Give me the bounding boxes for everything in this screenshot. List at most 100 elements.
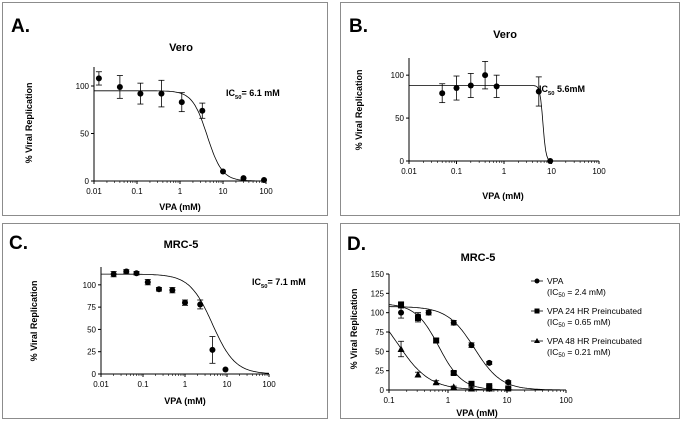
data-point	[433, 337, 440, 344]
data-point	[468, 342, 475, 349]
x-tick-label: 0.1	[383, 396, 395, 405]
y-tick-label: 50	[395, 114, 404, 123]
data-point	[432, 378, 440, 386]
legend-entry-ic50: (IC50 = 0.65 mM)	[547, 317, 611, 329]
panel-a: A. Vero 0.01 0.1 1 10 100 0 50 100 VPA (mM) % Viral…	[2, 2, 328, 216]
data-point	[505, 379, 512, 386]
data-point	[468, 380, 475, 387]
data-point	[158, 90, 165, 97]
y-tick-label: 0	[400, 157, 405, 166]
x-tick-label: 0.01	[86, 187, 102, 196]
y-tick-label: 25	[375, 367, 384, 376]
chart-a: A. Vero 0.01 0.1 1 10 100 0 50 100 VPA (mM) % Viral…	[11, 16, 280, 212]
data-point	[155, 286, 162, 293]
data-point	[197, 301, 204, 308]
y-tick-label: 100	[371, 309, 385, 318]
data-point	[240, 175, 247, 182]
chart-title: Vero	[169, 42, 193, 54]
x-tick-label: 100	[262, 380, 276, 389]
data-point	[439, 90, 446, 97]
legend-entry: VPA	[547, 276, 564, 286]
fit-curve	[389, 306, 566, 391]
x-axis-label: VPA (mM)	[456, 408, 498, 418]
x-tick-label: 1	[446, 396, 451, 405]
data-point	[169, 287, 176, 294]
chart-c-group: C. MRC-5 0.01 0.1 1 10 100 0 25 50 75 100 VPA (mM) % …	[9, 233, 306, 406]
x-axis-label: VPA (mM)	[164, 396, 206, 406]
x-tick-label: 1	[502, 167, 507, 176]
y-tick-label: 50	[375, 347, 384, 356]
ic50-annotation: IC50 5.6mM	[539, 84, 585, 97]
legend-entry: VPA 48 HR Preincubated	[547, 336, 642, 346]
y-tick-label: 100	[83, 281, 97, 290]
x-tick-label: 1	[178, 187, 183, 196]
chart-a-group: A. Vero 0.01 0.1 1 10 100 0 50 100 VPA (mM) % Viral…	[11, 16, 280, 212]
y-tick-label: 150	[371, 270, 385, 279]
chart-b: B. Vero 0.01 0.1 1 10 100 0 50 100 VPA (mM) % Viral…	[349, 16, 606, 201]
data-point	[144, 279, 151, 286]
x-tick-label: 100	[592, 167, 606, 176]
fit-curve	[409, 85, 599, 162]
y-tick-label: 50	[87, 325, 96, 334]
fit-curve	[101, 273, 270, 374]
data-point	[178, 99, 185, 106]
data-point	[95, 75, 102, 82]
panel-c: C. MRC-5 0.01 0.1 1 10 100 0 25 50 75 100 VPA (mM) % …	[2, 223, 328, 419]
chart-d-group: D. MRC-5 0.1 1 10 100 0 25 50 75 100 125 150 VPA (mM)…	[347, 234, 642, 418]
data-point	[123, 268, 130, 275]
data-point	[425, 309, 432, 316]
y-tick-label: 0	[92, 370, 97, 379]
x-axis-label: VPA (mM)	[159, 202, 201, 212]
data-point	[485, 384, 493, 392]
data-point	[398, 309, 405, 316]
legend-entry-ic50: (IC50 = 2.4 mM)	[547, 287, 606, 299]
chart-title: MRC-5	[461, 252, 496, 264]
data-point	[493, 83, 500, 90]
data-point	[199, 107, 206, 114]
y-tick-label: 75	[87, 303, 96, 312]
ic50-annotation: IC50= 7.1 mM	[252, 277, 306, 290]
chart-c: C. MRC-5 0.01 0.1 1 10 100 0 25 50 75 100 VPA (mM) % …	[9, 233, 306, 406]
data-point	[486, 359, 493, 366]
x-tick-label: 0.01	[93, 380, 109, 389]
x-tick-label: 10	[503, 396, 512, 405]
y-tick-label: 25	[87, 348, 96, 357]
data-point	[110, 271, 117, 278]
fit-curve	[388, 331, 566, 391]
x-tick-label: 10	[223, 380, 232, 389]
x-tick-label: 1	[183, 380, 188, 389]
y-tick-label: 0	[380, 386, 385, 395]
data-point	[133, 270, 140, 277]
panel-label: D.	[347, 234, 366, 255]
x-tick-label: 0.1	[451, 167, 463, 176]
y-axis-label: % Viral Replication	[24, 83, 34, 164]
chart-b-group: B. Vero 0.01 0.1 1 10 100 0 50 100 VPA (mM) % Viral…	[349, 16, 606, 201]
x-tick-label: 0.1	[137, 380, 149, 389]
data-point	[414, 371, 422, 378]
y-tick-label: 125	[371, 289, 385, 298]
panel-label: A.	[11, 16, 30, 37]
x-axis-label: VPA (mM)	[482, 191, 524, 201]
data-point	[220, 168, 226, 175]
data-point	[137, 90, 144, 97]
data-point	[182, 299, 188, 306]
data-point	[398, 301, 405, 308]
y-tick-label: 50	[80, 130, 89, 139]
y-tick-label: 100	[391, 71, 405, 80]
data-point	[450, 383, 458, 390]
ic50-annotation: IC50= 6.1 mM	[226, 88, 280, 101]
data-point	[261, 177, 268, 184]
chart-title: Vero	[493, 29, 517, 41]
data-point	[222, 366, 229, 373]
chart-title: MRC-5	[164, 239, 199, 251]
data-point	[453, 85, 460, 92]
data-point	[397, 345, 405, 353]
legend-marker	[534, 338, 540, 343]
legend-entry-ic50: (IC50 = 0.21 mM)	[547, 347, 611, 359]
y-tick-label: 100	[76, 82, 90, 91]
data-point	[450, 369, 457, 376]
y-tick-label: 0	[85, 177, 90, 186]
data-point	[505, 385, 512, 392]
panel-label: B.	[349, 16, 368, 37]
data-point	[450, 319, 457, 326]
